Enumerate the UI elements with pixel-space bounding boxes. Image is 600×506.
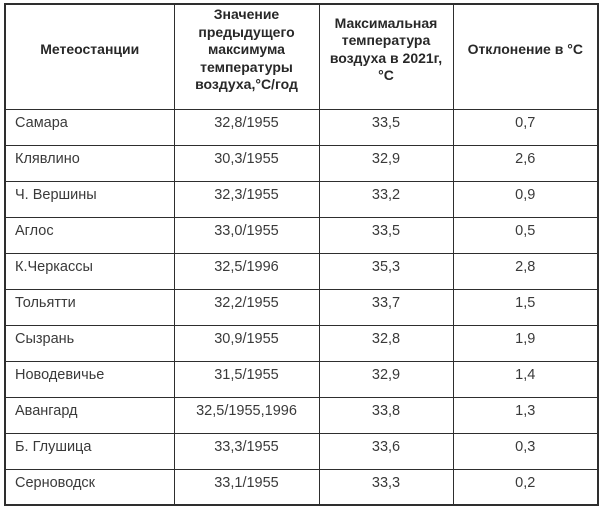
- cell-previous-max: 30,9/1955: [173, 324, 320, 362]
- cell-deviation: 2,8: [452, 252, 599, 290]
- table-row: Клявлино 30,3/1955 32,9 2,6: [4, 144, 599, 182]
- cell-deviation: 2,6: [452, 144, 599, 182]
- cell-deviation: 0,7: [452, 108, 599, 146]
- cell-deviation: 1,3: [452, 396, 599, 434]
- cell-deviation: 1,4: [452, 360, 599, 398]
- table-body: Самара 32,8/1955 33,5 0,7 Клявлино 30,3/1955 3…: [4, 108, 599, 506]
- cell-deviation: 0,9: [452, 180, 599, 218]
- cell-previous-max: 32,3/1955: [173, 180, 320, 218]
- cell-station: Аглос: [4, 216, 175, 254]
- cell-previous-max: 32,5/1955,1996: [173, 396, 320, 434]
- cell-max-2021: 33,7: [318, 288, 454, 326]
- cell-previous-max: 33,3/1955: [173, 432, 320, 470]
- cell-deviation: 0,2: [452, 468, 599, 506]
- cell-max-2021: 33,5: [318, 216, 454, 254]
- cell-previous-max: 32,2/1955: [173, 288, 320, 326]
- column-header-3: Максимальная температура воздуха в 2021г…: [318, 3, 454, 110]
- cell-max-2021: 35,3: [318, 252, 454, 290]
- cell-deviation: 0,3: [452, 432, 599, 470]
- cell-max-2021: 33,2: [318, 180, 454, 218]
- table-row: К.Черкассы 32,5/1996 35,3 2,8: [4, 252, 599, 290]
- cell-max-2021: 32,9: [318, 360, 454, 398]
- table-row: Серноводск 33,1/1955 33,3 0,2: [4, 468, 599, 506]
- cell-previous-max: 31,5/1955: [173, 360, 320, 398]
- cell-station: Сызрань: [4, 324, 175, 362]
- table-row: Тольятти 32,2/1955 33,7 1,5: [4, 288, 599, 326]
- cell-station: Тольятти: [4, 288, 175, 326]
- cell-station: К.Черкассы: [4, 252, 175, 290]
- column-header-4: Отклонение в °С: [452, 3, 599, 110]
- cell-station: Самара: [4, 108, 175, 146]
- cell-station: Б. Глушица: [4, 432, 175, 470]
- column-header-1: Метеостанции: [4, 3, 175, 110]
- header-row: Метеостанции Значение предыдущего максиму…: [4, 3, 599, 110]
- cell-max-2021: 32,8: [318, 324, 454, 362]
- table-row: Сызрань 30,9/1955 32,8 1,9: [4, 324, 599, 362]
- table-row: Самара 32,8/1955 33,5 0,7: [4, 108, 599, 146]
- cell-station: Клявлино: [4, 144, 175, 182]
- cell-previous-max: 32,8/1955: [173, 108, 320, 146]
- table-row: Б. Глушица 33,3/1955 33,6 0,3: [4, 432, 599, 470]
- cell-previous-max: 33,0/1955: [173, 216, 320, 254]
- cell-station: Серноводск: [4, 468, 175, 506]
- table-row: Новодевичье 31,5/1955 32,9 1,4: [4, 360, 599, 398]
- cell-deviation: 0,5: [452, 216, 599, 254]
- cell-previous-max: 30,3/1955: [173, 144, 320, 182]
- table-row: Авангард 32,5/1955,1996 33,8 1,3: [4, 396, 599, 434]
- cell-station: Авангард: [4, 396, 175, 434]
- cell-deviation: 1,5: [452, 288, 599, 326]
- cell-previous-max: 32,5/1996: [173, 252, 320, 290]
- cell-max-2021: 33,8: [318, 396, 454, 434]
- weather-stations-table: Метеостанции Значение предыдущего максиму…: [4, 3, 599, 506]
- cell-max-2021: 33,6: [318, 432, 454, 470]
- cell-max-2021: 33,5: [318, 108, 454, 146]
- column-header-2: Значение предыдущего максимума температу…: [173, 3, 320, 110]
- cell-previous-max: 33,1/1955: [173, 468, 320, 506]
- cell-station: Ч. Вершины: [4, 180, 175, 218]
- table-row: Аглос 33,0/1955 33,5 0,5: [4, 216, 599, 254]
- cell-max-2021: 32,9: [318, 144, 454, 182]
- cell-station: Новодевичье: [4, 360, 175, 398]
- cell-max-2021: 33,3: [318, 468, 454, 506]
- cell-deviation: 1,9: [452, 324, 599, 362]
- table-row: Ч. Вершины 32,3/1955 33,2 0,9: [4, 180, 599, 218]
